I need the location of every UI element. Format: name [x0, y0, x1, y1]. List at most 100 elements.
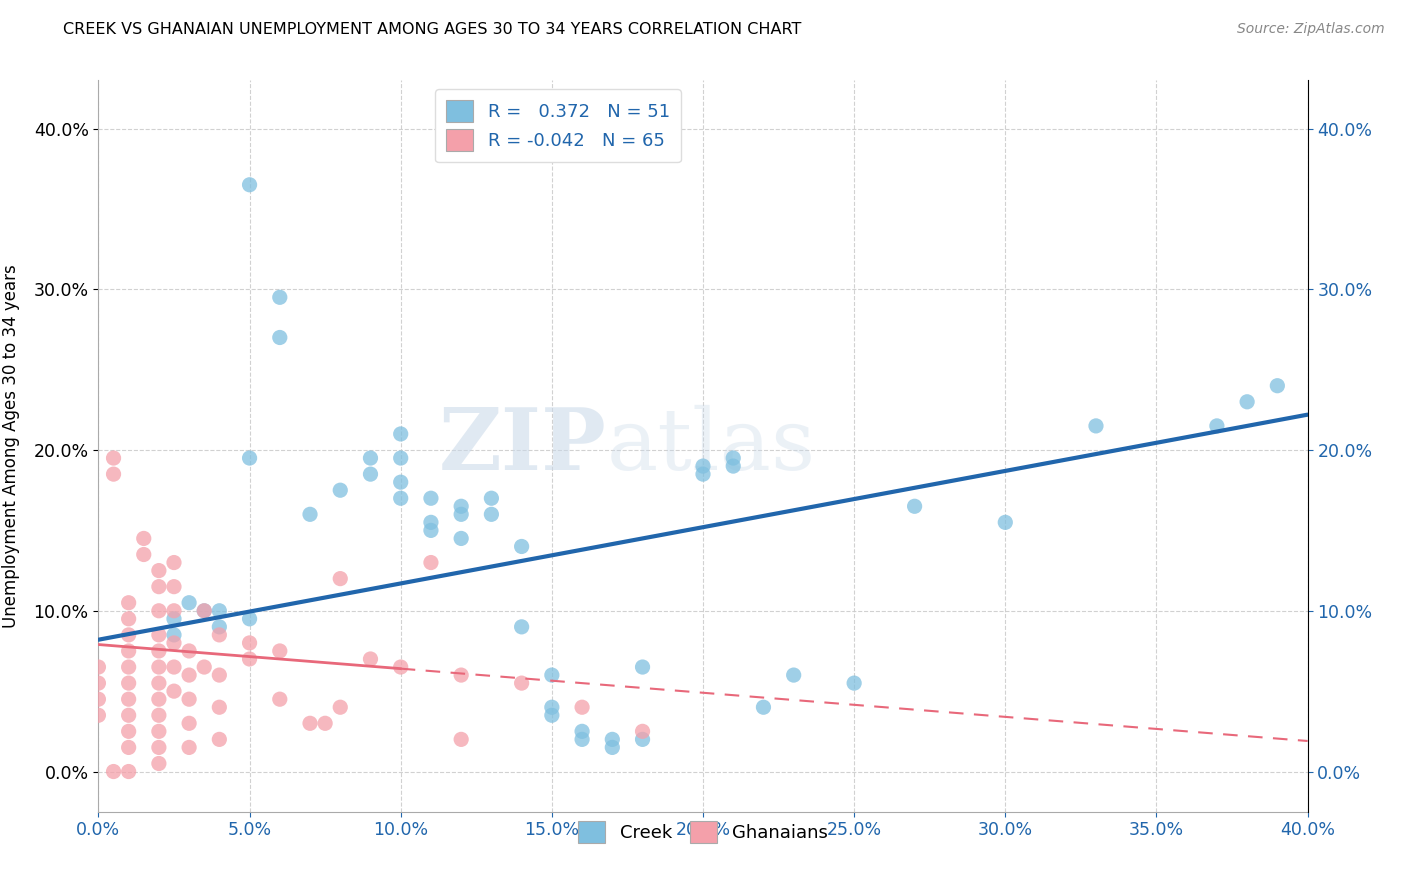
Point [389, 426, 412, 441]
Point [103, 451, 125, 466]
Point [148, 628, 170, 642]
Point [132, 548, 155, 562]
Point [179, 740, 201, 755]
Text: CREEK VS GHANAIAN UNEMPLOYMENT AMONG AGES 30 TO 34 YEARS CORRELATION CHART: CREEK VS GHANAIAN UNEMPLOYMENT AMONG AGE… [63, 22, 801, 37]
Point [239, 451, 262, 466]
Point [118, 740, 141, 755]
Point [118, 644, 141, 658]
Point [148, 724, 170, 739]
Point [148, 692, 170, 706]
Point [87, 676, 110, 690]
Point [631, 724, 654, 739]
Point [118, 676, 141, 690]
Point [389, 451, 412, 466]
Point [208, 732, 231, 747]
Point [269, 692, 291, 706]
Point [420, 556, 443, 570]
Point [148, 740, 170, 755]
Point [239, 652, 262, 666]
Point [329, 483, 352, 498]
Point [87, 692, 110, 706]
Point [148, 660, 170, 674]
Point [148, 676, 170, 690]
Point [118, 708, 141, 723]
Point [193, 604, 215, 618]
Point [450, 532, 472, 546]
Point [239, 612, 262, 626]
Point [540, 668, 562, 682]
Point [389, 491, 412, 506]
Point [420, 516, 443, 530]
Point [450, 668, 472, 682]
Point [389, 660, 412, 674]
Point [103, 467, 125, 482]
Text: Source: ZipAtlas.com: Source: ZipAtlas.com [1237, 22, 1385, 37]
Point [148, 564, 170, 578]
Point [481, 508, 503, 522]
Text: atlas: atlas [606, 404, 815, 488]
Point [118, 692, 141, 706]
Point [450, 732, 472, 747]
Point [148, 644, 170, 658]
Point [118, 724, 141, 739]
Point [314, 716, 336, 731]
Point [571, 732, 593, 747]
Point [420, 524, 443, 538]
Point [360, 467, 382, 482]
Point [163, 580, 186, 594]
Point [360, 451, 382, 466]
Point [118, 628, 141, 642]
Point [163, 556, 186, 570]
Point [571, 724, 593, 739]
Point [179, 716, 201, 731]
Point [510, 676, 533, 690]
Point [148, 756, 170, 771]
Point [269, 644, 291, 658]
Point [208, 628, 231, 642]
Point [163, 604, 186, 618]
Point [420, 491, 443, 506]
Point [481, 491, 503, 506]
Point [692, 459, 714, 474]
Point [208, 604, 231, 618]
Point [1236, 394, 1258, 409]
Point [118, 596, 141, 610]
Text: ZIP: ZIP [439, 404, 606, 488]
Point [299, 716, 322, 731]
Point [510, 620, 533, 634]
Point [571, 700, 593, 714]
Point [148, 604, 170, 618]
Point [179, 692, 201, 706]
Point [723, 459, 745, 474]
Legend: Creek, Ghanaians: Creek, Ghanaians [571, 814, 835, 850]
Point [132, 532, 155, 546]
Point [208, 668, 231, 682]
Point [540, 708, 562, 723]
Point [118, 612, 141, 626]
Point [163, 628, 186, 642]
Point [87, 708, 110, 723]
Point [179, 596, 201, 610]
Point [148, 708, 170, 723]
Point [1267, 378, 1289, 392]
Point [208, 620, 231, 634]
Point [87, 660, 110, 674]
Point [239, 178, 262, 192]
Point [631, 732, 654, 747]
Point [723, 451, 745, 466]
Point [752, 700, 775, 714]
Point [193, 660, 215, 674]
Point [510, 540, 533, 554]
Point [163, 660, 186, 674]
Point [360, 652, 382, 666]
Point [163, 684, 186, 698]
Point [329, 572, 352, 586]
Point [602, 732, 624, 747]
Point [208, 700, 231, 714]
Point [631, 660, 654, 674]
Point [904, 500, 927, 514]
Point [179, 668, 201, 682]
Point [148, 580, 170, 594]
Point [163, 636, 186, 650]
Point [179, 644, 201, 658]
